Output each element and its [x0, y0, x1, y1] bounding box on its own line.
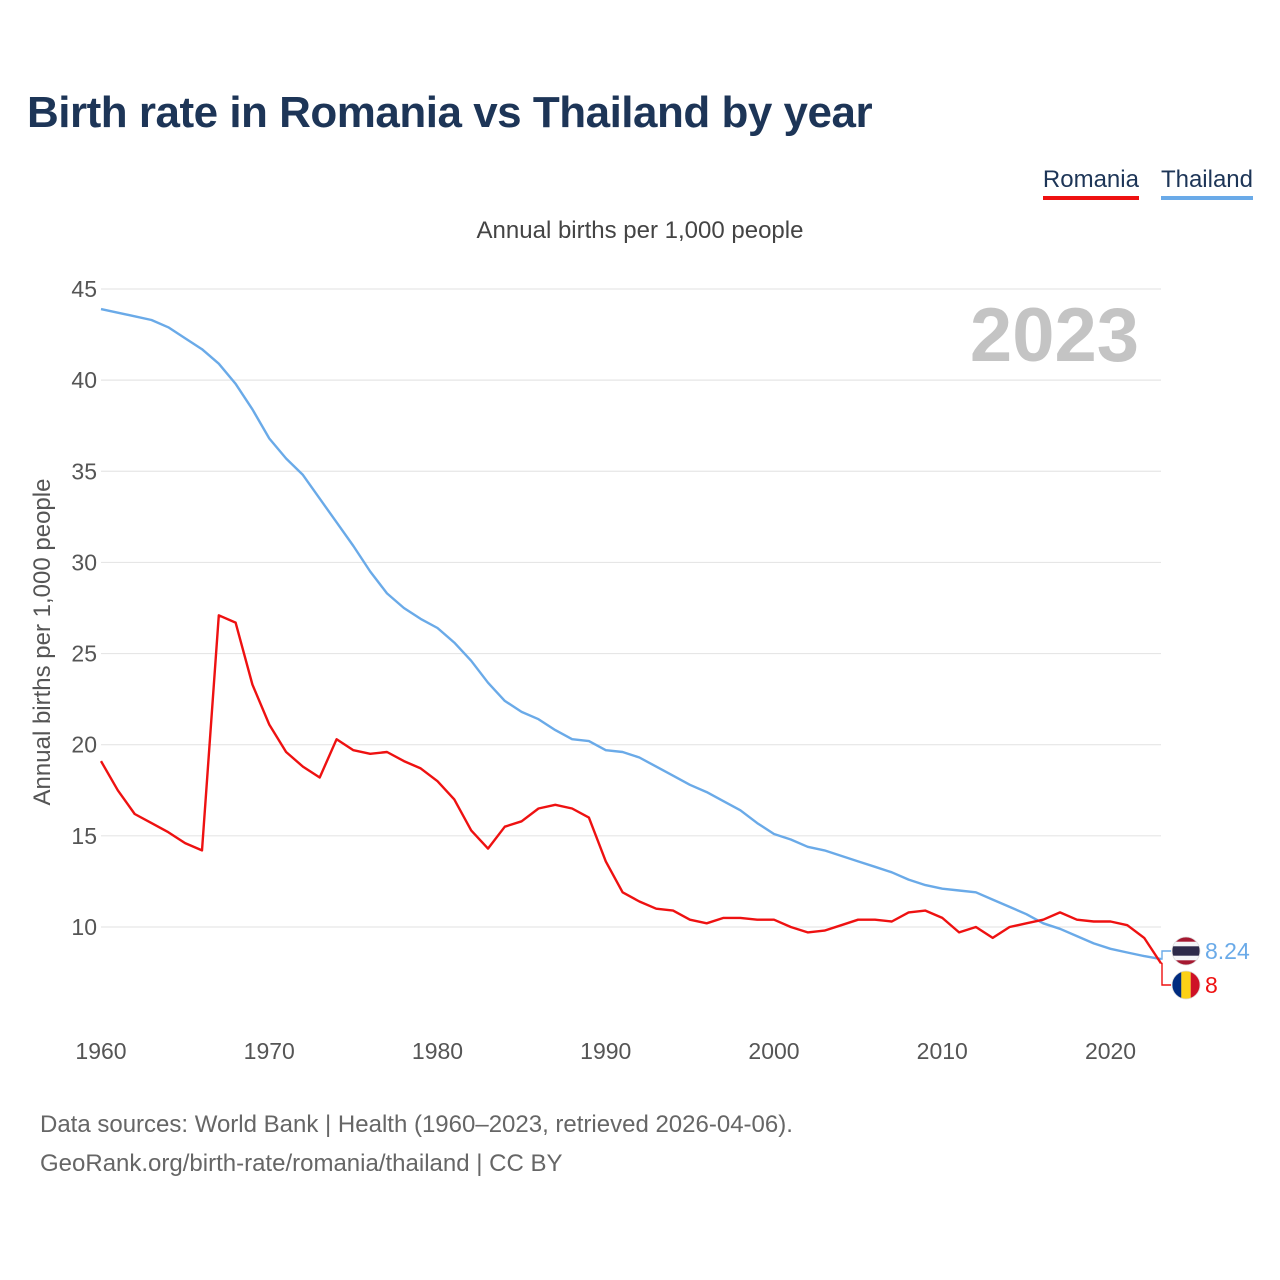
legend: Romania Thailand — [1042, 166, 1253, 200]
year-label: 2023 — [970, 293, 1139, 378]
y-tick-label: 15 — [71, 823, 97, 849]
flag-thailand-icon — [1171, 936, 1201, 966]
y-tick-label: 30 — [71, 549, 97, 575]
y-tick-label: 10 — [71, 914, 97, 940]
connector-romania — [1161, 962, 1171, 986]
y-tick-label: 45 — [71, 276, 97, 302]
y-tick-label: 25 — [71, 641, 97, 667]
source-credit: GeoRank.org/birth-rate/romania/thailand … — [40, 1150, 563, 1177]
connector-thailand — [1161, 950, 1171, 960]
y-tick-label: 20 — [71, 732, 97, 758]
y-axis-title: Annual births per 1,000 people — [29, 479, 56, 806]
series-line-romania — [99, 614, 1163, 965]
y-tick-label: 40 — [71, 367, 97, 393]
x-tick-label: 2000 — [748, 1038, 799, 1064]
x-tick-label: 1960 — [75, 1038, 126, 1064]
legend-item-romania[interactable]: Romania — [1042, 166, 1139, 200]
x-tick-label: 2020 — [1085, 1038, 1136, 1064]
x-tick-label: 2010 — [917, 1038, 968, 1064]
x-tick-label: 1980 — [412, 1038, 463, 1064]
legend-item-thailand[interactable]: Thailand — [1160, 166, 1253, 200]
data-sources: Data sources: World Bank | Health (1960–… — [40, 1111, 793, 1138]
x-tick-label: 1990 — [580, 1038, 631, 1064]
chart-title: Birth rate in Romania vs Thailand by yea… — [27, 88, 873, 137]
flag-romania-icon — [1171, 970, 1201, 1000]
x-tick-label: 1970 — [244, 1038, 295, 1064]
y-tick-label: 35 — [71, 458, 97, 484]
line-chart: 10 15 20 25 30 35 40 45 1960 1970 1980 1990 2000 2010… — [29, 276, 1250, 1064]
series-line-thailand — [100, 307, 1162, 961]
footer: Data sources: World Bank | Health (1960–… — [40, 1105, 793, 1183]
chart-subtitle: Annual births per 1,000 people — [476, 217, 804, 244]
end-value-label-thailand: 8.24 — [1205, 938, 1250, 964]
end-value-label-romania: 8 — [1205, 972, 1218, 998]
